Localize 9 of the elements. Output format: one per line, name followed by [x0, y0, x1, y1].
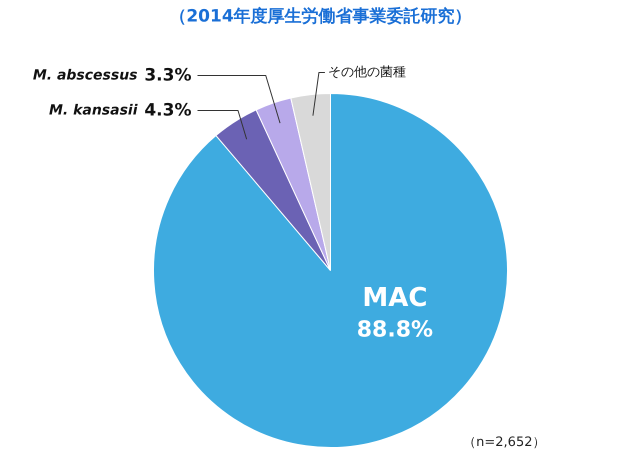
slice-label: その他の菌種 [328, 65, 406, 80]
data-label: 3.3% [144, 66, 192, 86]
data-label: 88.8% [356, 317, 434, 342]
slice-label: M. abscessus [32, 68, 138, 84]
slice-label: MAC [362, 282, 428, 313]
data-label: 4.3% [144, 100, 192, 120]
text: （n=2,652） [463, 435, 546, 450]
chart-title: （2014年度厚生労働省事業委託研究） [169, 6, 472, 26]
slice-label: M. kansasii [48, 102, 138, 118]
